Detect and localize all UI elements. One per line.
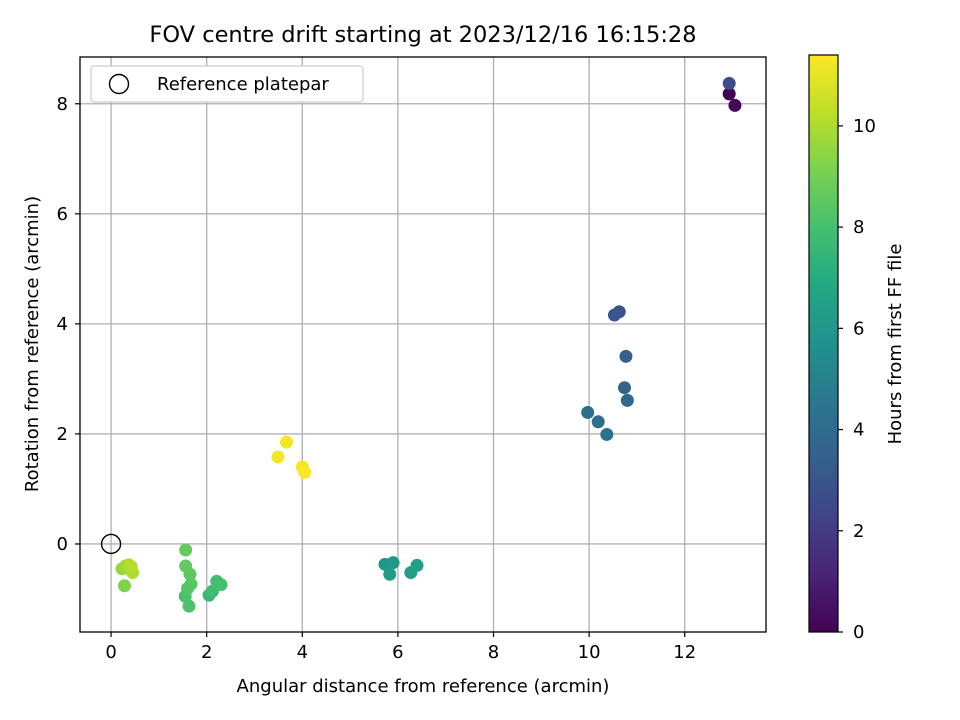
x-tick-label: 12 [673,642,696,663]
colorbar-ticks: 0 2 4 6 8 10 [838,116,876,643]
data-point [298,465,312,479]
data-point [581,405,595,419]
data-point [410,558,424,572]
x-tick-label: 4 [297,642,308,663]
data-point [620,393,634,407]
legend-box [90,65,364,103]
x-axis-ticks: 0 2 4 6 8 10 12 [105,632,696,663]
y-tick-label: 6 [57,204,68,225]
data-point [383,567,397,581]
data-point [600,427,614,441]
colorbar-tick-label: 4 [853,420,864,441]
y-tick-label: 2 [57,424,68,445]
colorbar-tick-label: 0 [853,622,864,643]
colorbar-tick-label: 6 [853,318,864,339]
y-tick-label: 0 [57,534,68,555]
colorbar-label: Hours from first FF file [885,244,906,445]
data-point [617,381,631,395]
data-point [607,308,621,322]
reference-marker [100,533,122,555]
y-tick-label: 4 [57,314,68,335]
data-points [115,76,742,613]
y-tick-label: 8 [57,94,68,115]
data-point [619,349,633,363]
colorbar-tick-label: 2 [853,521,864,542]
colorbar-tick-label: 10 [853,116,876,137]
reference-platepar-marker [100,533,122,555]
legend: Reference platepar [90,65,364,103]
data-point [124,560,138,574]
chart-title: FOV centre drift starting at 2023/12/16 … [149,22,696,48]
x-tick-label: 10 [578,642,601,663]
data-point [722,87,736,101]
legend-reference-marker [108,73,130,95]
data-point [117,579,131,593]
x-axis-label: Angular distance from reference (arcmin) [237,676,610,697]
y-axis-ticks: 0 2 4 6 8 [57,94,80,555]
data-point [271,450,285,464]
data-point [182,599,196,613]
plot-area-frame [79,56,767,633]
x-tick-label: 8 [488,642,499,663]
data-point [386,556,400,570]
data-point [728,98,742,112]
colorbar: 0 2 4 6 8 10 Hours from first FF file [808,54,906,643]
colorbar-tick-label: 8 [853,217,864,238]
grid-lines [80,57,766,632]
y-axis-label: Rotation from reference (arcmin) [22,196,43,492]
x-tick-label: 6 [392,642,403,663]
x-tick-label: 2 [201,642,212,663]
data-point [280,435,294,449]
data-point [214,578,228,592]
data-point [184,577,198,591]
data-point [179,559,193,573]
data-point [591,415,605,429]
legend-reference-label: Reference platepar [157,74,329,95]
x-tick-label: 0 [105,642,116,663]
data-point [179,543,193,557]
data-point [722,76,736,90]
colorbar-gradient [808,54,839,633]
